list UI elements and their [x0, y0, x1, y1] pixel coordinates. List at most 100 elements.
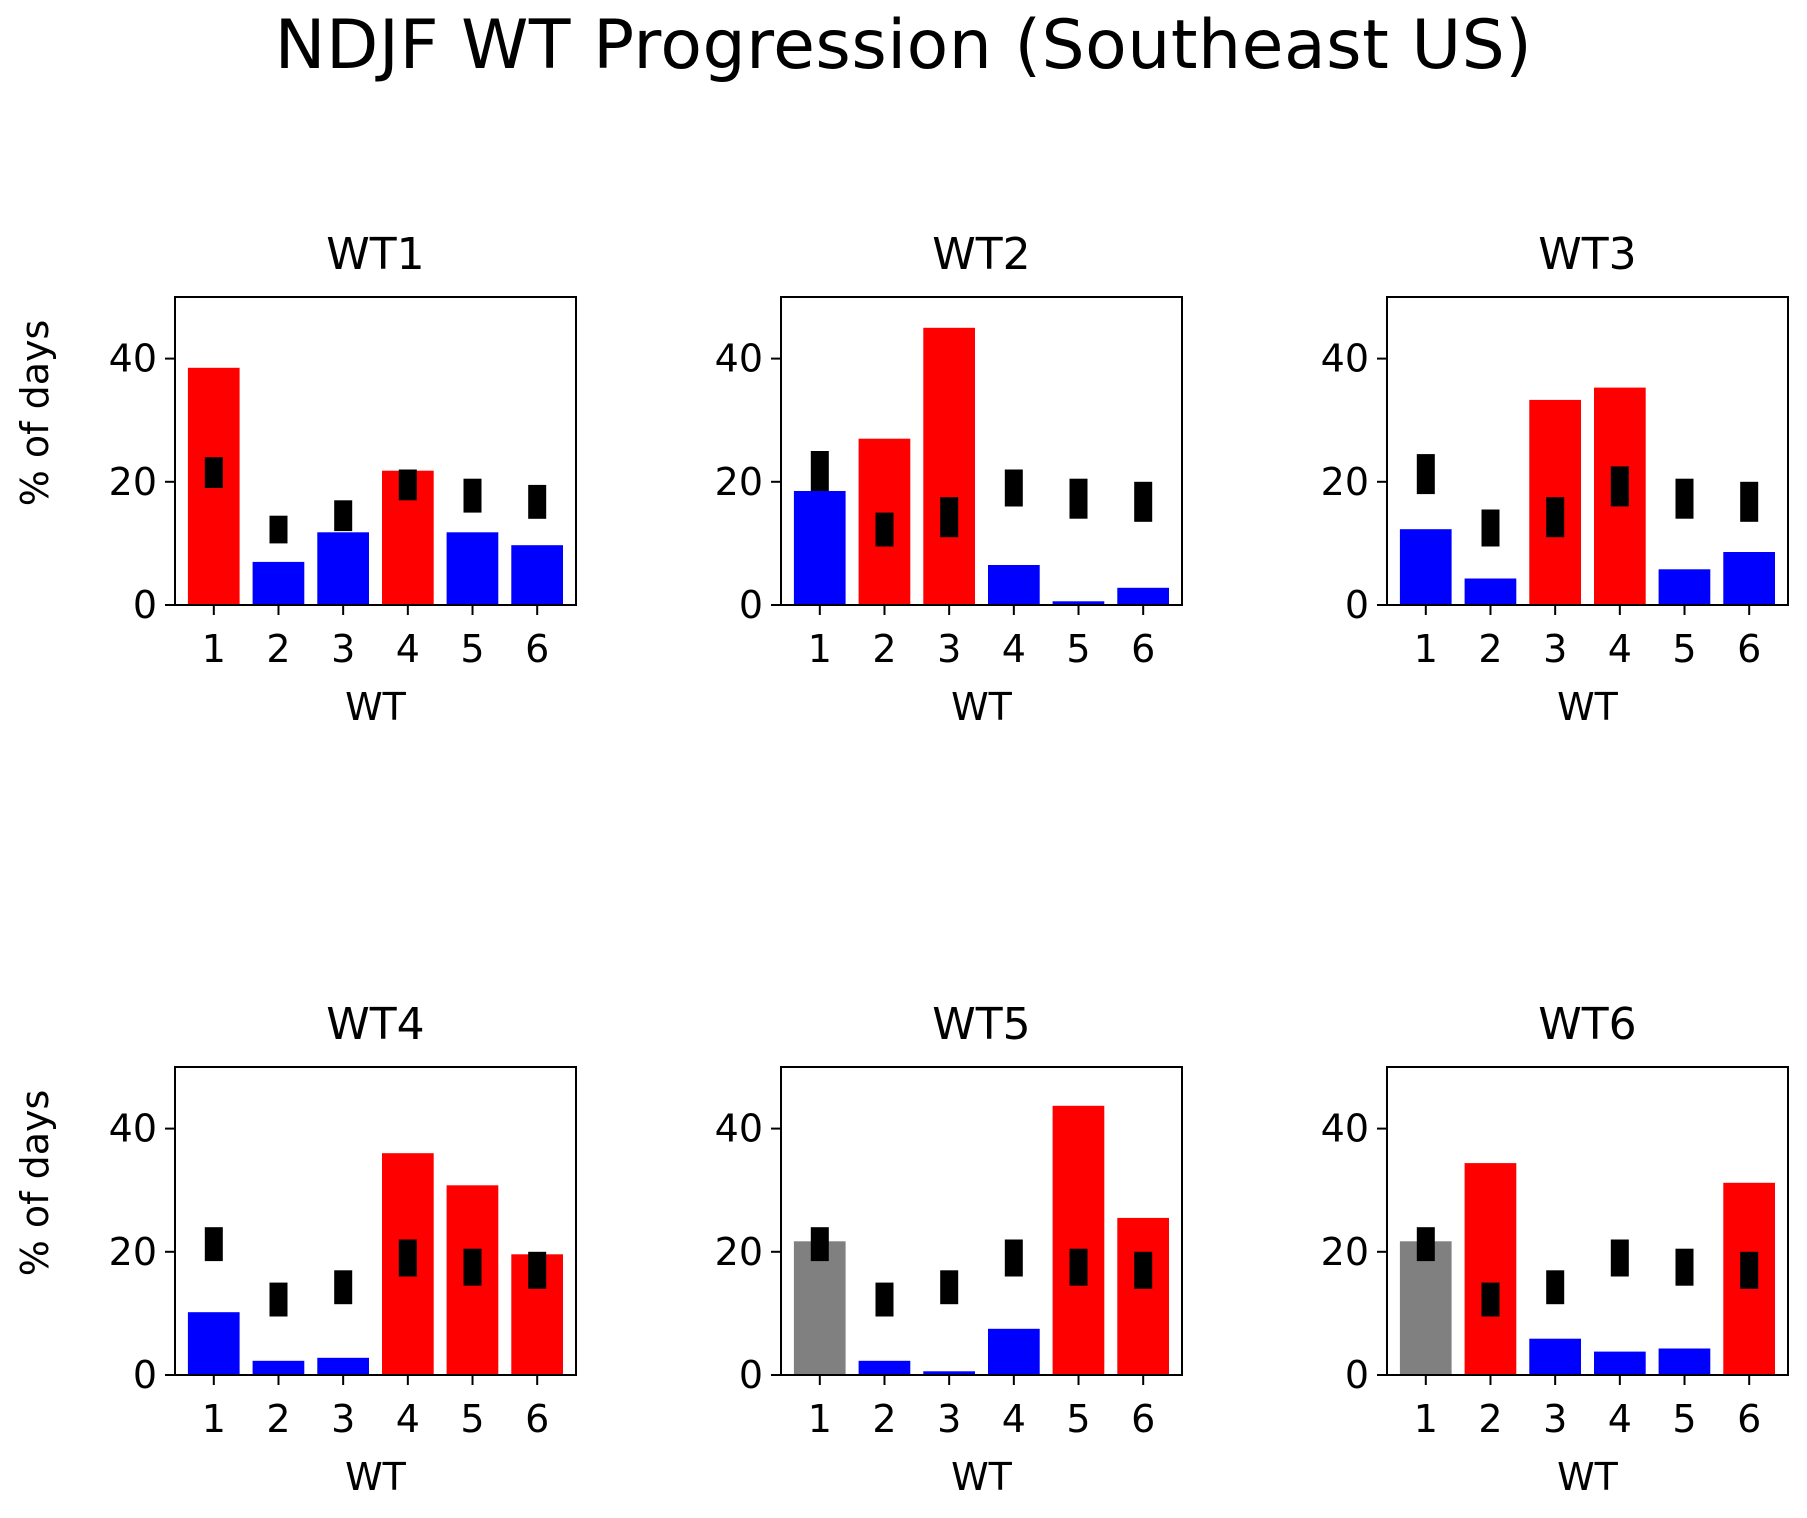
range-marker-wt3 — [334, 1270, 353, 1305]
range-marker-wt6 — [1740, 1251, 1759, 1289]
x-tick-label: 1 — [1414, 627, 1438, 671]
bar-wt2 — [1464, 1163, 1517, 1375]
axes-frame — [780, 1066, 1183, 1376]
y-tick-label: 40 — [1321, 1107, 1369, 1151]
x-tick-label: 2 — [266, 1397, 290, 1441]
range-marker-wt5 — [1069, 1248, 1088, 1286]
y-tick-label: 20 — [1321, 1230, 1369, 1274]
x-tick-label: 1 — [808, 627, 832, 671]
range-marker-wt1 — [204, 1227, 223, 1262]
bar-wt3 — [317, 532, 369, 605]
range-marker-wt3 — [940, 497, 959, 538]
bar-wt3 — [1529, 1338, 1581, 1375]
subplot-2: 0 20 40 1 2 3 4 5 6 WT2 WT — [715, 229, 1183, 729]
x-axis-label: WT — [951, 685, 1013, 729]
axes-frame — [1386, 1066, 1789, 1376]
bar-wt2 — [252, 1360, 305, 1375]
x-tick-label: 5 — [1066, 1397, 1090, 1441]
y-tick-label: 0 — [739, 1353, 763, 1397]
x-tick-label: 5 — [1066, 627, 1090, 671]
x-tick-label: 3 — [937, 627, 961, 671]
figure-title: NDJF WT Progression (Southeast US) — [274, 6, 1533, 85]
x-tick-label: 3 — [1543, 627, 1567, 671]
bar-wt5 — [446, 532, 499, 605]
bar-wt2 — [858, 1360, 911, 1375]
range-marker-wt5 — [463, 1248, 482, 1286]
x-tick-label: 4 — [1002, 627, 1026, 671]
x-tick-label: 1 — [202, 627, 226, 671]
subplot-title: WT6 — [1538, 999, 1636, 1050]
y-tick-label: 40 — [109, 1107, 157, 1151]
range-marker-wt4 — [1610, 1239, 1629, 1277]
x-tick-label: 5 — [1672, 627, 1696, 671]
range-marker-wt1 — [204, 457, 223, 488]
y-axis-label: % of days — [13, 1090, 57, 1277]
x-axis-label: WT — [1557, 685, 1619, 729]
y-tick-label: 20 — [109, 1230, 157, 1274]
range-marker-wt3 — [1546, 497, 1565, 538]
bar-wt1 — [793, 491, 846, 605]
axes-frame — [1386, 296, 1789, 606]
bar-wt6 — [1723, 552, 1775, 605]
range-marker-wt4 — [398, 1239, 417, 1277]
y-tick-label: 40 — [109, 337, 157, 381]
x-tick-label: 4 — [1608, 1397, 1632, 1441]
x-tick-label: 2 — [1478, 1397, 1502, 1441]
x-tick-label: 2 — [872, 1397, 896, 1441]
bar-wt1 — [793, 1241, 846, 1375]
x-tick-label: 4 — [396, 627, 420, 671]
subplot-6: 0 20 40 1 2 3 4 5 6 WT6 WT — [1321, 999, 1789, 1499]
bar-wt5 — [1052, 601, 1105, 605]
range-marker-wt4 — [1004, 1239, 1023, 1277]
x-tick-label: 2 — [1478, 627, 1502, 671]
x-tick-label: 6 — [1737, 1397, 1761, 1441]
range-marker-wt4 — [398, 469, 417, 501]
y-tick-label: 20 — [715, 460, 763, 504]
y-tick-label: 0 — [1345, 1353, 1369, 1397]
x-tick-label: 1 — [1414, 1397, 1438, 1441]
x-tick-label: 1 — [808, 1397, 832, 1441]
bar-wt3 — [923, 1371, 975, 1375]
x-tick-label: 5 — [460, 627, 484, 671]
subplot-title: WT4 — [326, 999, 424, 1050]
subplot-3: 0 20 40 1 2 3 4 5 6 WT3 WT — [1321, 229, 1789, 729]
range-marker-wt6 — [528, 1251, 547, 1289]
bar-wt5 — [1052, 1105, 1105, 1375]
subplot-title: WT3 — [1538, 229, 1636, 280]
range-marker-wt1 — [1416, 1227, 1435, 1262]
y-tick-label: 0 — [133, 1353, 157, 1397]
range-marker-wt4 — [1004, 469, 1023, 507]
x-tick-label: 4 — [1002, 1397, 1026, 1441]
x-tick-label: 2 — [872, 627, 896, 671]
x-tick-label: 2 — [266, 627, 290, 671]
x-tick-label: 4 — [396, 1397, 420, 1441]
x-axis-label: WT — [345, 685, 407, 729]
bar-wt1 — [1399, 1241, 1452, 1375]
axes-frame — [174, 296, 577, 606]
x-tick-label: 6 — [1131, 627, 1155, 671]
bar-wt6 — [1117, 587, 1169, 605]
range-marker-wt1 — [810, 1227, 829, 1262]
bar-wt6 — [511, 545, 563, 605]
range-marker-wt5 — [1069, 478, 1088, 519]
y-tick-label: 40 — [715, 337, 763, 381]
x-tick-label: 5 — [460, 1397, 484, 1441]
x-tick-label: 6 — [1131, 1397, 1155, 1441]
range-marker-wt1 — [810, 451, 829, 491]
subplot-5: 0 20 40 1 2 3 4 5 6 WT5 WT — [715, 999, 1183, 1499]
bar-wt3 — [923, 327, 975, 605]
x-tick-label: 3 — [937, 1397, 961, 1441]
x-axis-label: WT — [345, 1455, 407, 1499]
range-marker-wt2 — [875, 512, 894, 547]
range-marker-wt6 — [1134, 1251, 1153, 1289]
range-marker-wt2 — [269, 515, 288, 544]
bar-wt3 — [317, 1357, 369, 1375]
x-tick-label: 6 — [525, 1397, 549, 1441]
bar-wt6 — [1117, 1217, 1169, 1375]
bar-wt5 — [1658, 1348, 1711, 1375]
range-marker-wt3 — [334, 500, 353, 532]
range-marker-wt5 — [1675, 478, 1694, 519]
range-marker-wt1 — [1416, 454, 1435, 495]
axes-frame — [780, 296, 1183, 606]
